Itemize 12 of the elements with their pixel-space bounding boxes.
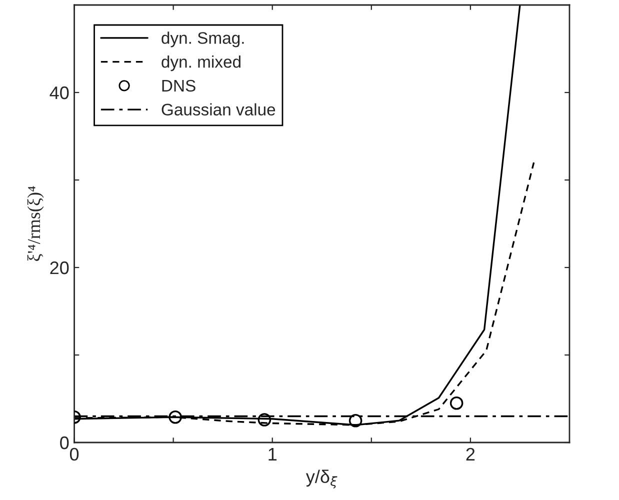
- x-tick-label: 1: [268, 448, 276, 460]
- y-tick-label: 40: [50, 86, 69, 100]
- legend-label: Gaussian value: [162, 103, 276, 116]
- y-tick-label: 20: [50, 261, 69, 274]
- legend-label: DNS: [162, 80, 196, 92]
- legend-label: dyn. Smag.: [162, 32, 244, 48]
- legend-label: dyn. mixed: [162, 56, 240, 72]
- x-tick-label: 2: [466, 448, 475, 460]
- x-axis-title: y/δ$_{ξ}$: [306, 470, 338, 488]
- y-tick-label: 0: [60, 436, 69, 450]
- y-axis-title: ξ'⁴/rms(ξ)⁴: [27, 186, 44, 261]
- x-tick-label: 0: [70, 448, 79, 461]
